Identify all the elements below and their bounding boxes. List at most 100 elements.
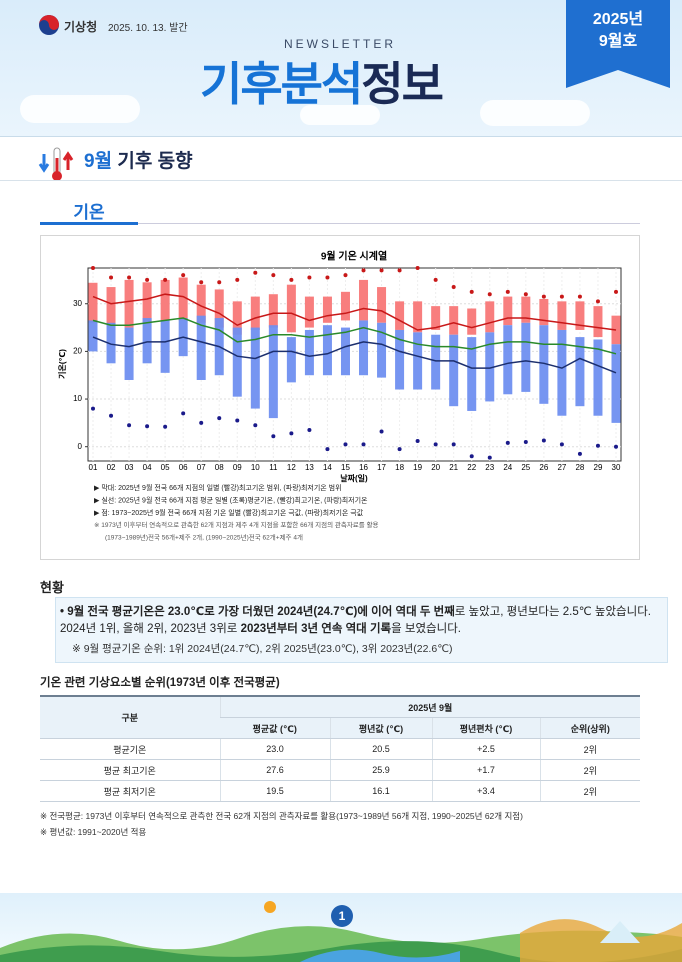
range-bar <box>340 291 350 321</box>
cloud <box>480 100 590 126</box>
x-tick-label: 13 <box>305 463 314 472</box>
x-tick-label: 11 <box>269 463 278 472</box>
extreme-dot <box>217 416 222 421</box>
bullet-segment: 을 보였습니다. <box>391 623 461 635</box>
range-bar <box>124 327 134 380</box>
section-name: 기후 동향 <box>117 151 193 172</box>
y-tick-label: 30 <box>73 299 82 308</box>
range-bar <box>214 289 224 328</box>
table-cell: 2위 <box>539 759 641 781</box>
range-bar <box>467 308 477 335</box>
table-corner: 구분 <box>40 696 220 739</box>
range-bar <box>196 284 206 323</box>
table-cell: 20.5 <box>329 738 432 760</box>
footnote: ※ 전국평균: 1973년 이후부터 연속적으로 관측한 전국 62개 지점의 … <box>40 811 523 821</box>
extreme-dot <box>595 299 600 304</box>
extreme-dot <box>577 294 582 299</box>
extreme-dot <box>325 447 330 452</box>
extreme-dot <box>145 277 150 282</box>
extreme-dot <box>523 439 528 444</box>
tab: 기온 <box>40 198 138 225</box>
table-cell: 2위 <box>539 780 641 802</box>
extreme-dot <box>343 442 348 447</box>
range-bar <box>250 296 260 330</box>
x-tick-label: 09 <box>233 463 242 472</box>
x-tick-label: 14 <box>323 463 332 472</box>
column-header: 평년편차 (℃) <box>431 717 540 739</box>
section-title: 9월 기후 동향 <box>84 146 193 173</box>
extreme-dot <box>307 428 312 433</box>
bullet-segment: 2023년부터 3년 연속 역대 기록 <box>240 623 392 635</box>
extreme-dot <box>433 442 438 447</box>
footer-illustration: 1 <box>0 893 682 962</box>
x-tick-label: 01 <box>89 463 98 472</box>
issue-month: 9월호 <box>599 32 638 50</box>
newsletter: NEWSLETTER <box>284 37 397 51</box>
range-bar <box>449 334 459 407</box>
column-header: 순위(상위) <box>539 717 641 739</box>
logo-icon <box>39 15 59 35</box>
extreme-dot <box>127 423 132 428</box>
extreme-dot <box>541 438 546 443</box>
range-bar <box>106 322 116 364</box>
x-tick-label: 07 <box>197 463 206 472</box>
range-bar <box>557 301 567 330</box>
range-bar <box>431 334 441 390</box>
status-bullet: • 9월 전국 평균기온은 23.0℃로 가장 더웠던 2024년(24.7℃)… <box>60 604 660 638</box>
extreme-dot <box>451 285 456 290</box>
chart: 9월 기온 시계열 날짜(일) 기온(℃) 0 10 20 30 01 02 03 04 05 0… <box>57 250 622 542</box>
extreme-dot <box>289 431 294 436</box>
extreme-dot <box>379 268 384 273</box>
range-bar <box>124 279 134 328</box>
table-cell: 23.0 <box>219 738 330 760</box>
range-bar <box>413 332 423 390</box>
range-bar <box>322 296 332 323</box>
column-header: 평균값 (℃) <box>220 717 330 739</box>
x-tick-label: 27 <box>557 463 566 472</box>
table-cell: 25.9 <box>329 759 432 781</box>
extreme-dot <box>595 443 600 448</box>
range-bar <box>88 320 98 352</box>
x-tick-label: 28 <box>575 463 584 472</box>
x-tick-label: 20 <box>431 463 440 472</box>
range-bar <box>467 337 477 411</box>
x-tick-label: 25 <box>521 463 530 472</box>
range-bar <box>359 320 369 376</box>
x-tick-label: 16 <box>359 463 368 472</box>
range-bar <box>395 301 405 330</box>
range-bar <box>557 329 567 416</box>
x-tick-label: 22 <box>467 463 476 472</box>
table-cell: +3.4 <box>431 780 540 802</box>
table-row: 평균 최저기온 19.5 16.1 +3.4 2위 <box>40 780 641 802</box>
range-bar <box>88 282 98 323</box>
chart-title: 9월 기온 시계열 <box>321 250 387 263</box>
table-cell: 평균 최저기온 <box>40 780 220 802</box>
range-bar <box>449 306 459 335</box>
x-tick-label: 08 <box>215 463 224 472</box>
y-axis-title: 기온(℃) <box>57 349 67 379</box>
table-cell: 평균기온 <box>40 738 220 760</box>
range-bar <box>232 327 242 397</box>
bullet-segment: 로 높았고, 평년보다는 2.5℃ 높았습니다. 2024년 1위, 올해 2위… <box>60 606 651 635</box>
extreme-dot <box>235 277 240 282</box>
thermometer-icon <box>38 147 74 181</box>
extreme-dot <box>217 280 222 285</box>
range-bar <box>232 301 242 335</box>
page-number: 1 <box>339 909 346 923</box>
x-tick-label: 24 <box>503 463 512 472</box>
footnote: ※ 평년값: 1991~2020년 적용 <box>40 827 147 837</box>
extreme-dot <box>523 292 528 297</box>
tab-line <box>138 223 640 224</box>
table-title: 기온 관련 기상요소별 순위(1973년 이후 전국평균) <box>40 677 280 689</box>
y-tick-label: 0 <box>78 442 83 451</box>
extreme-dot <box>397 447 402 452</box>
divider <box>0 180 682 181</box>
range-bar <box>539 325 549 404</box>
extreme-dot <box>469 454 474 459</box>
x-tick-label: 26 <box>539 463 548 472</box>
issue-year: 2025년 <box>593 9 643 28</box>
range-bar <box>503 296 513 326</box>
extreme-dot <box>253 423 258 428</box>
